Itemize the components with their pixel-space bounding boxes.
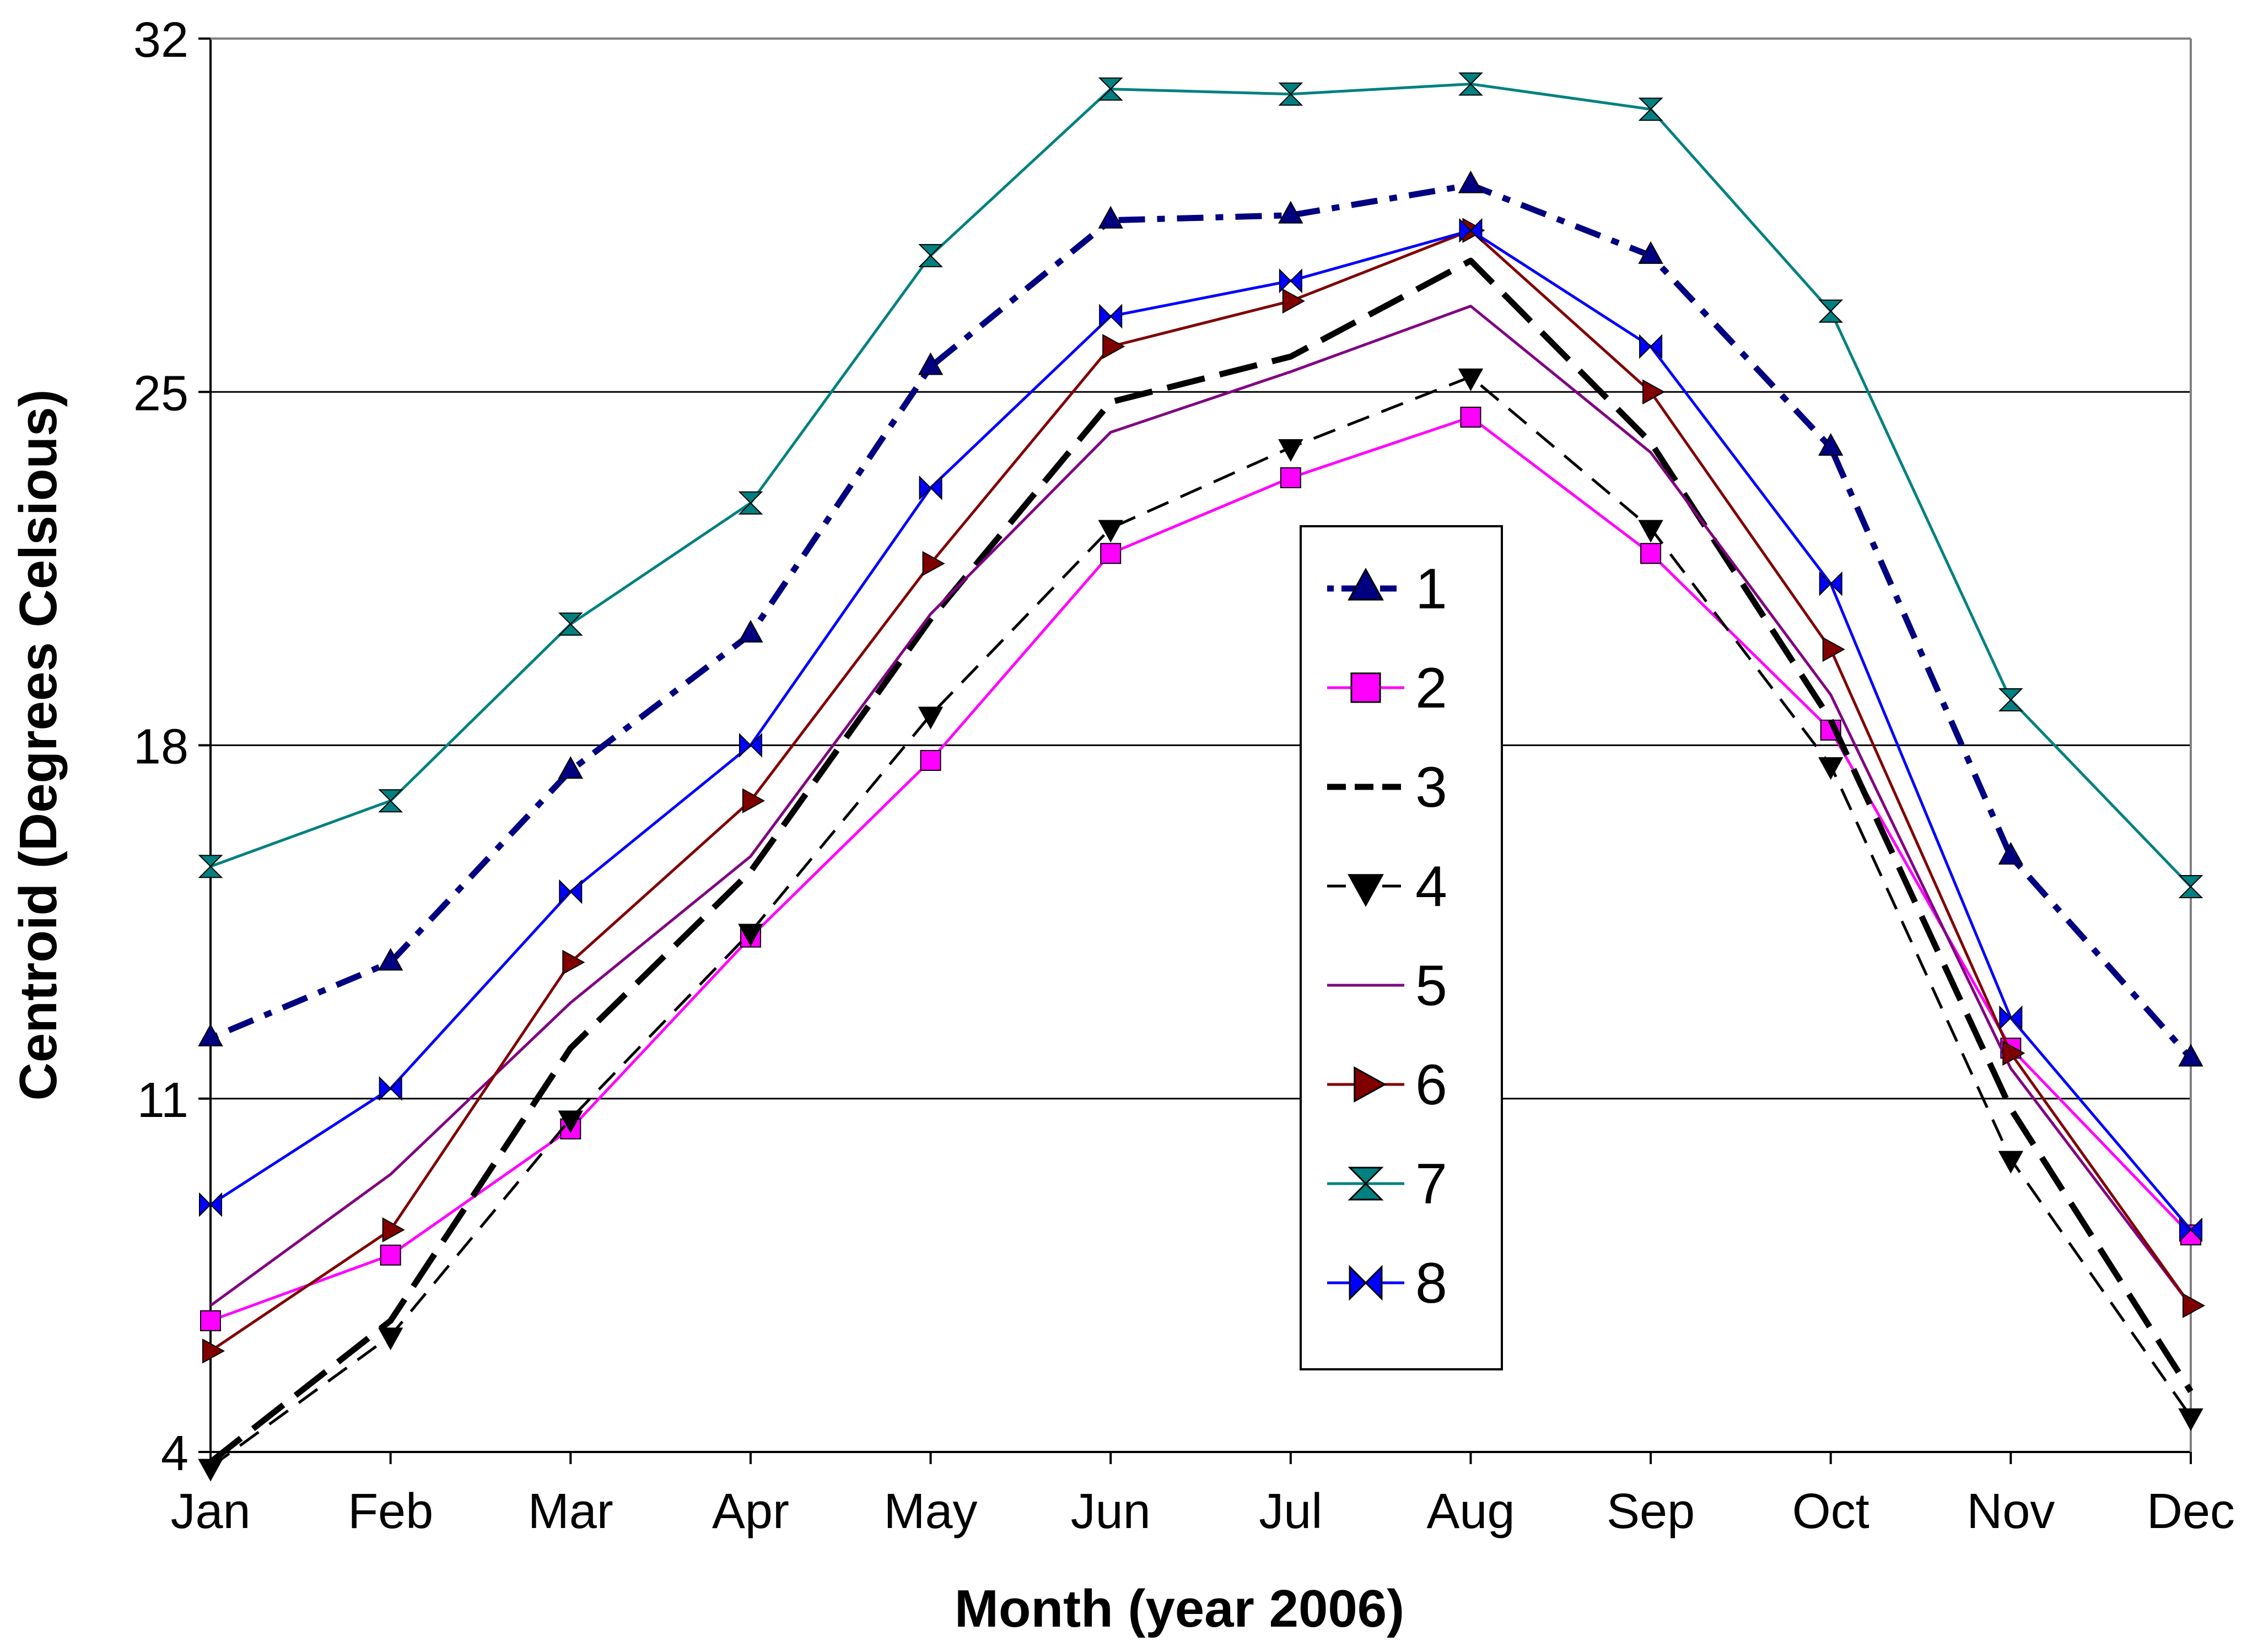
legend-item-7: 7 [1327,1152,1447,1216]
series-line-1 [209,182,2194,1061]
y-tick-label: 11 [137,1073,188,1128]
x-tick-label: Oct [1792,1484,1869,1539]
data-point-2 [1100,543,1122,564]
legend-marker [1350,672,1381,703]
x-tick-label: Aug [1426,1484,1515,1539]
data-point-2 [1280,467,1301,488]
y-tick-label: 4 [161,1426,188,1481]
series-line-3 [208,257,2194,1465]
legend-item-2: 2 [1327,656,1447,720]
y-axis-ticks: 4 11 18 25 32 [133,13,211,1481]
data-point-4 [198,1459,223,1481]
series-line-5 [209,305,2192,1307]
x-tick-label: Feb [348,1484,433,1539]
x-tick-label: Jul [1259,1484,1322,1539]
x-tick-label: Apr [712,1484,789,1539]
series-layer [198,72,2205,1481]
x-tick-label: Mar [528,1484,613,1539]
series-8 [199,219,2202,1241]
legend-item-3: 3 [1327,755,1447,819]
series-4 [198,368,2203,1481]
legend-label: 7 [1415,1152,1447,1216]
legend-item-8: 8 [1327,1251,1447,1315]
x-tick-label: May [884,1484,978,1539]
x-tick-label: Dec [2147,1484,2235,1539]
series-3 [208,257,2194,1465]
legend-box [1300,525,1503,1370]
legend-label: 5 [1415,954,1447,1018]
legend-item-1: 1 [1327,557,1447,621]
series-7 [199,72,2202,898]
x-axis-title: Month (year 2006) [955,1579,1404,1638]
legend-label: 2 [1415,656,1447,720]
series-line-7 [210,82,2192,888]
legend-label: 3 [1415,755,1447,819]
x-tick-label: Sep [1607,1484,1695,1539]
series-line-8 [209,229,2192,1231]
data-point-2 [1460,407,1481,428]
x-tick-label: Nov [1966,1484,2055,1539]
legend-item-6: 6 [1327,1053,1447,1117]
y-axis-title: Centroid (Degrees Celsious) [9,390,68,1101]
x-axis-ticks: Jan Feb Mar Apr May Jun Jul Aug Sep Oct Nov Dec [170,1452,2235,1539]
legend-label: 4 [1415,855,1447,919]
y-tick-label: 18 [133,720,188,775]
legend-item-5: 5 [1327,954,1447,1018]
legend-item-4: 4 [1327,855,1447,919]
series-line-6 [209,229,2192,1352]
data-point-2 [920,749,941,771]
y-tick-label: 25 [133,366,188,421]
y-tick-label: 32 [133,13,188,68]
legend-label: 6 [1415,1053,1447,1117]
data-point-2 [1640,543,1662,564]
legend-label: 1 [1415,557,1447,621]
data-point-6 [2183,1293,2205,1318]
series-6 [202,218,2205,1363]
series-5 [209,305,2192,1307]
data-point-2 [380,1244,401,1266]
series-1 [198,171,2203,1067]
legend: 1 2 3 4 5 6 7 8 [1300,525,1503,1370]
series-line-4 [209,375,2192,1469]
x-tick-label: Jun [1071,1484,1151,1539]
data-point-2 [200,1310,221,1331]
legend-label: 8 [1415,1251,1447,1315]
x-tick-label: Jan [170,1484,250,1539]
